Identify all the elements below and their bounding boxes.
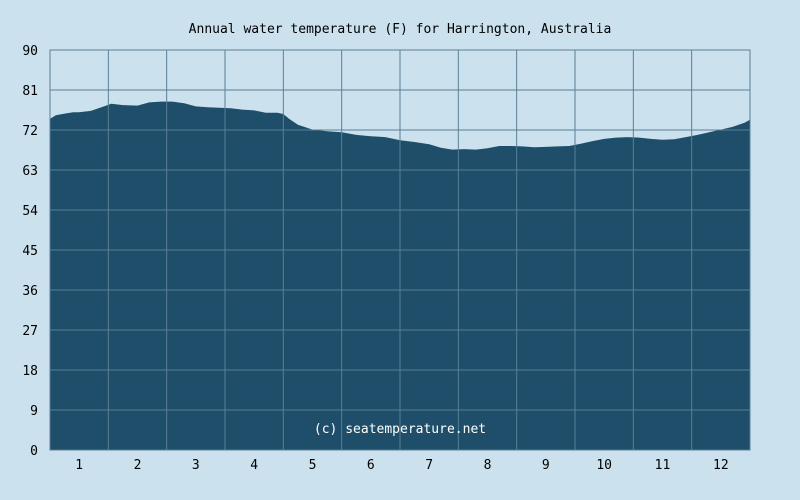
x-tick-label-6: 6 [367, 458, 375, 473]
y-tick-label-9: 9 [30, 404, 38, 419]
x-tick-label-10: 10 [596, 458, 612, 473]
y-tick-label-72: 72 [22, 124, 38, 139]
y-tick-label-36: 36 [22, 284, 38, 299]
x-tick-label-2: 2 [134, 458, 142, 473]
x-tick-label-11: 11 [655, 458, 671, 473]
watermark: (c) seatemperature.net [314, 422, 486, 437]
chart-title: Annual water temperature (F) for Harring… [189, 22, 612, 37]
x-tick-label-9: 9 [542, 458, 550, 473]
y-tick-label-27: 27 [22, 324, 38, 339]
x-tick-label-12: 12 [713, 458, 729, 473]
plot-border [49, 49, 751, 451]
y-tick-label-45: 45 [22, 244, 38, 259]
x-tick-label-8: 8 [484, 458, 492, 473]
y-tick-label-90: 90 [22, 44, 38, 59]
y-tick-label-63: 63 [22, 164, 38, 179]
y-tick-label-54: 54 [22, 204, 38, 219]
x-tick-label-5: 5 [309, 458, 317, 473]
y-tick-label-18: 18 [22, 364, 38, 379]
x-tick-label-1: 1 [75, 458, 83, 473]
x-tick-label-3: 3 [192, 458, 200, 473]
y-tick-label-81: 81 [22, 84, 38, 99]
x-tick-label-7: 7 [425, 458, 433, 473]
y-tick-label-0: 0 [30, 444, 38, 459]
x-tick-label-4: 4 [250, 458, 258, 473]
